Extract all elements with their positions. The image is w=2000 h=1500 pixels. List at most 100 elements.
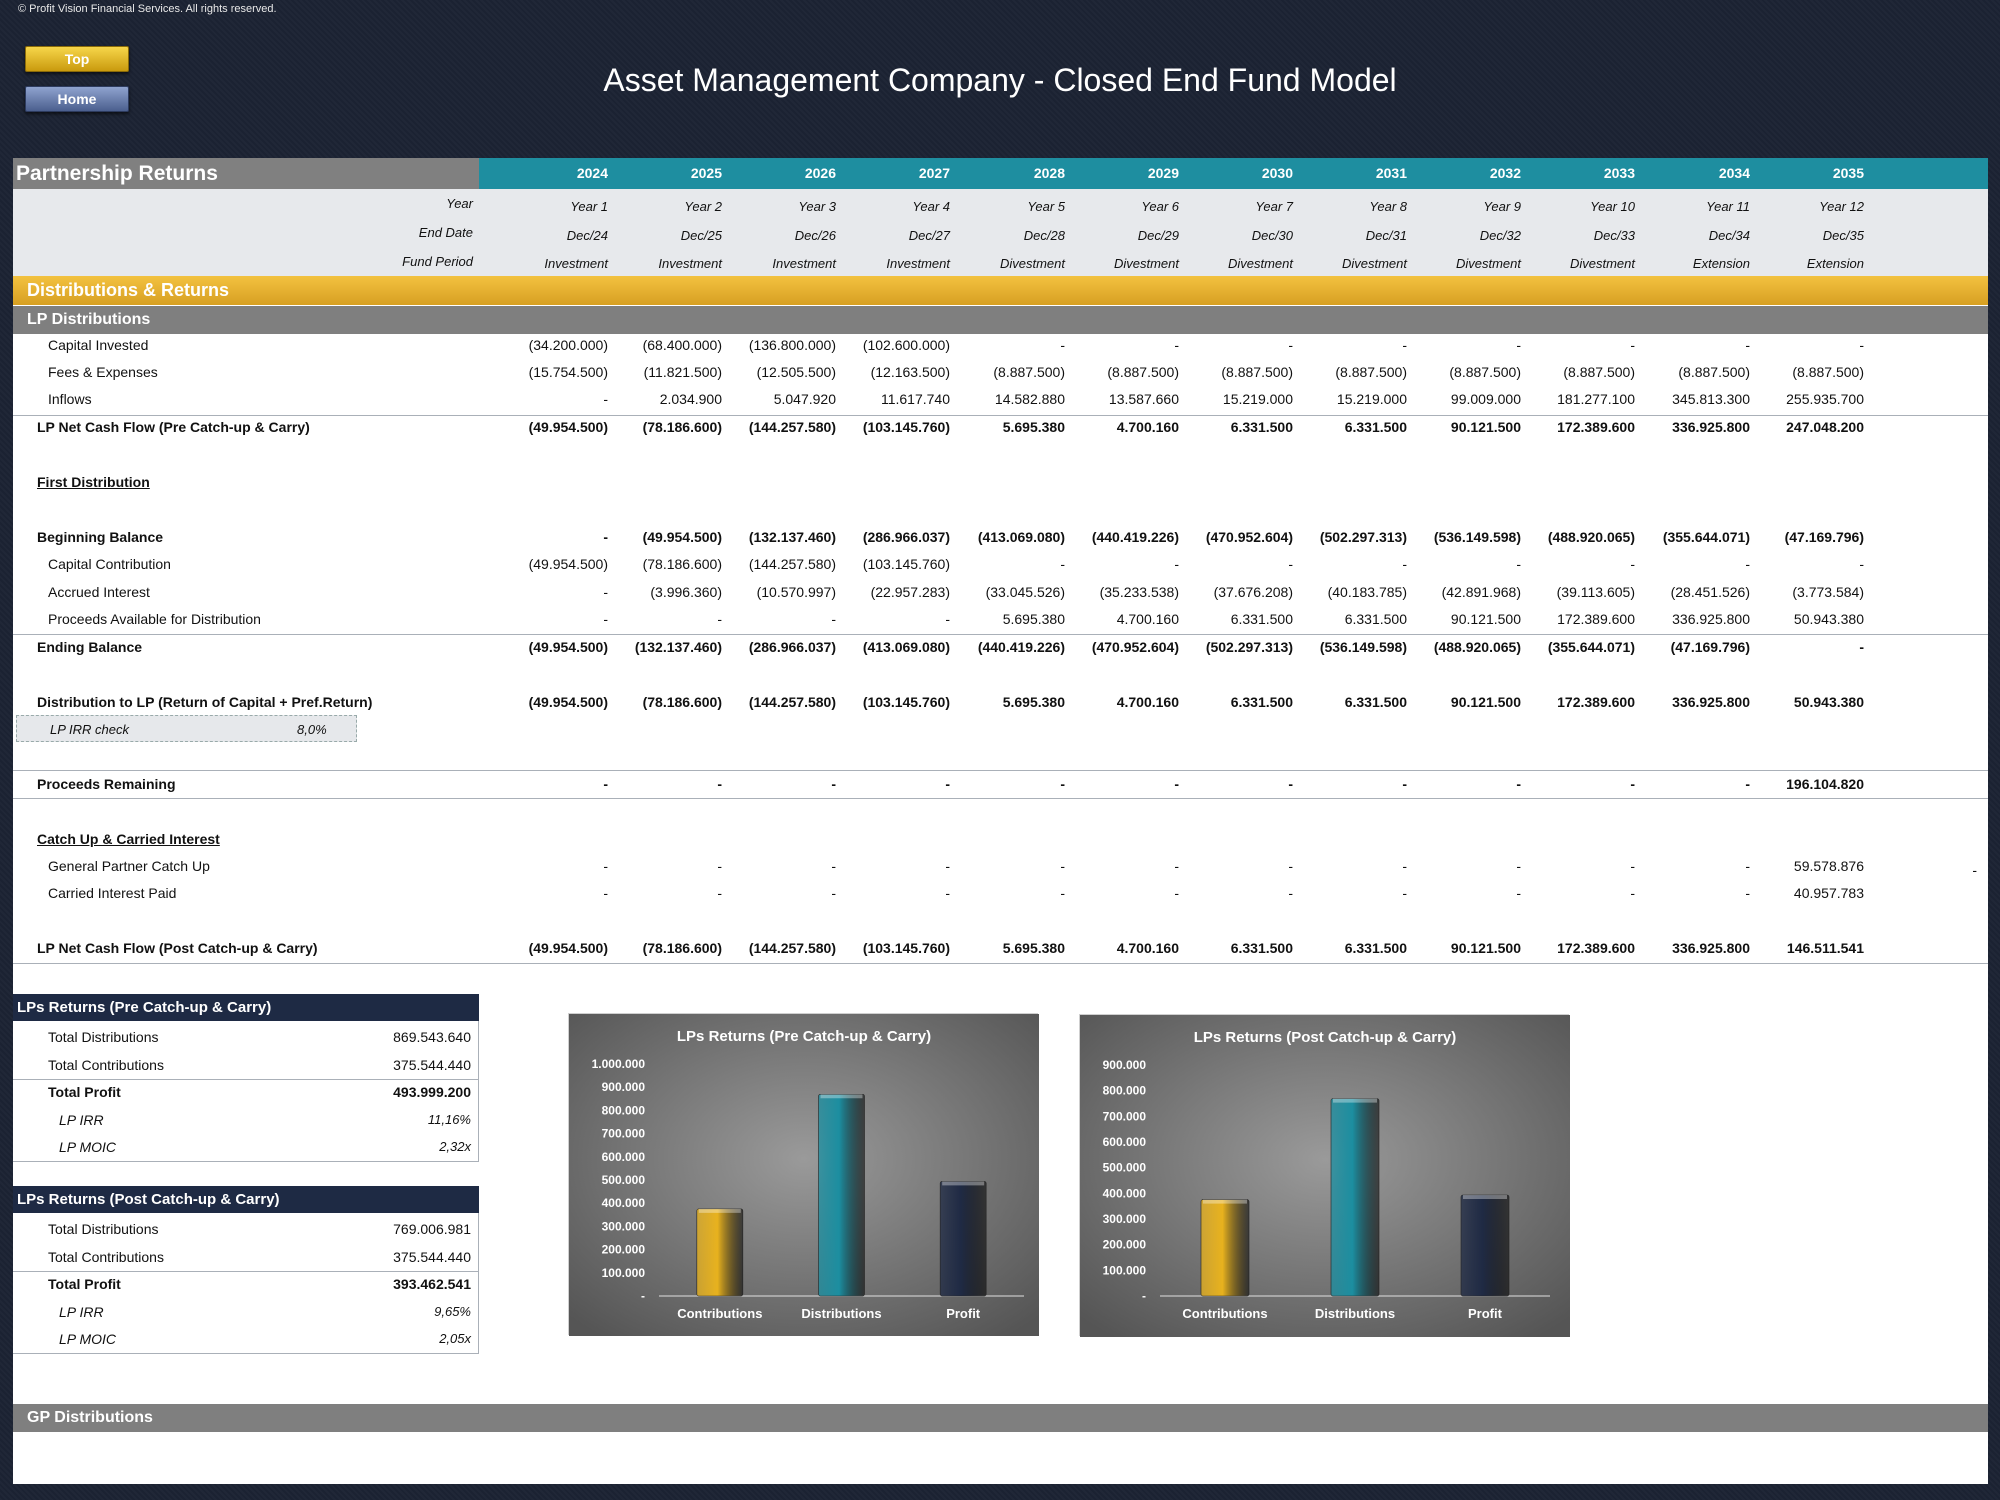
value-cell: 2.034.900: [659, 391, 722, 407]
value-cell: (470.952.604): [1091, 639, 1179, 655]
returns-value: 375.544.440: [393, 1248, 471, 1265]
fund-period-label: Fund Period: [402, 254, 473, 269]
year-number-cell: Year 9: [1483, 199, 1521, 214]
value-cell: (28.451.526): [1670, 584, 1750, 600]
fund-period-cell: Extension: [1806, 256, 1864, 271]
value-cell: -: [1060, 885, 1065, 901]
y-tick-label: 200.000: [602, 1243, 646, 1257]
value-cell: (144.257.580): [748, 556, 836, 572]
value-cell: (132.137.460): [634, 639, 722, 655]
year-number-cell: Year 1: [570, 199, 608, 214]
y-tick-label: -: [1142, 1289, 1146, 1303]
fund-period-cell: Investment: [544, 256, 608, 271]
row-label: Accrued Interest: [48, 584, 150, 600]
x-tick-label: Contributions: [677, 1306, 762, 1321]
value-cell: (103.145.760): [862, 419, 950, 435]
value-cell: -: [1630, 885, 1635, 901]
year-cell: 2029: [1147, 165, 1179, 181]
value-cell: (39.113.605): [1556, 584, 1635, 600]
row-label: Proceeds Remaining: [37, 776, 176, 792]
end-date-cell: Dec/26: [794, 228, 836, 243]
bar-highlight: [698, 1208, 741, 1213]
value-cell: -: [1745, 776, 1750, 792]
bar-highlight: [820, 1094, 863, 1099]
value-cell: (144.257.580): [748, 940, 836, 956]
y-tick-label: 300.000: [602, 1219, 646, 1233]
value-cell: (144.257.580): [748, 419, 836, 435]
value-cell: 6.331.500: [1344, 419, 1407, 435]
y-tick-label: 400.000: [1103, 1186, 1147, 1200]
lp-distributions-header: LP Distributions: [13, 306, 1988, 334]
value-cell: (40.183.785): [1327, 584, 1407, 600]
row-label: General Partner Catch Up: [48, 858, 210, 874]
year-number-cell: Year 7: [1255, 199, 1293, 214]
y-tick-label: 700.000: [602, 1127, 646, 1141]
end-date-cell: Dec/31: [1365, 228, 1407, 243]
year-cell: 2026: [804, 165, 836, 181]
y-tick-label: 900.000: [602, 1080, 646, 1094]
value-cell: 5.047.920: [773, 391, 836, 407]
value-cell: (49.954.500): [528, 694, 608, 710]
y-tick-label: 600.000: [1103, 1135, 1147, 1149]
value-cell: 14.582.880: [994, 391, 1065, 407]
value-cell: (8.887.500): [1221, 364, 1293, 380]
value-cell: 99.009.000: [1450, 391, 1521, 407]
bar-highlight: [1203, 1199, 1247, 1204]
y-tick-label: 800.000: [602, 1103, 646, 1117]
value-cell: (8.887.500): [1563, 364, 1635, 380]
returns-value: 493.999.200: [393, 1084, 471, 1100]
fund-period-cell: Divestment: [1455, 256, 1521, 271]
chart-svg: LPs Returns (Pre Catch-up & Carry) - 100.0…: [569, 1014, 1039, 1336]
y-tick-label: 600.000: [602, 1150, 646, 1164]
year-number-cell: Year 3: [798, 199, 836, 214]
value-cell: -: [831, 776, 836, 792]
end-date-cell: Dec/34: [1708, 228, 1750, 243]
value-cell: (488.920.065): [1433, 639, 1521, 655]
value-cell: 4.700.160: [1116, 419, 1179, 435]
value-cell: -: [945, 611, 950, 627]
y-tick-label: 300.000: [1103, 1212, 1147, 1226]
value-cell: (440.419.226): [1091, 529, 1179, 545]
returns-value: 869.543.640: [393, 1029, 471, 1045]
year-number-cell: Year 8: [1369, 199, 1407, 214]
y-tick-label: 900.000: [1103, 1058, 1147, 1072]
value-cell: 6.331.500: [1344, 694, 1407, 710]
value-cell: (35.233.538): [1099, 584, 1179, 600]
year-cell: 2025: [690, 165, 722, 181]
year-cell: 2031: [1375, 165, 1407, 181]
value-cell: (413.069.080): [977, 529, 1065, 545]
value-cell: -: [1516, 556, 1521, 572]
panel-divider: [13, 1079, 479, 1080]
value-cell: 50.943.380: [1793, 694, 1864, 710]
returns-label: Total Distributions: [48, 1029, 159, 1045]
home-button[interactable]: Home: [25, 86, 129, 112]
returns-value: 2,32x: [439, 1139, 471, 1154]
returns-label: LP IRR: [59, 1111, 104, 1128]
y-tick-label: 400.000: [602, 1196, 646, 1210]
value-cell: -: [1402, 885, 1407, 901]
end-date-cell: Dec/33: [1593, 228, 1635, 243]
value-cell: 15.219.000: [1336, 391, 1407, 407]
value-cell: (413.069.080): [862, 639, 950, 655]
returns-value: 2,05x: [439, 1331, 471, 1346]
year-number-cell: Year 4: [912, 199, 950, 214]
value-cell: -: [1859, 639, 1864, 655]
value-cell: 255.935.700: [1786, 391, 1864, 407]
value-cell: 172.389.600: [1557, 940, 1635, 956]
value-cell: (12.163.500): [870, 364, 950, 380]
end-date-cell: Dec/25: [680, 228, 722, 243]
value-cell: -: [1288, 556, 1293, 572]
row-label: Ending Balance: [37, 639, 143, 655]
value-cell: -: [945, 776, 950, 792]
value-cell: -: [1859, 556, 1864, 572]
value-cell: -: [1630, 556, 1635, 572]
returns-label: Total Distributions: [48, 1221, 159, 1237]
row-divider: [13, 963, 1988, 964]
returns-label: Total Contributions: [48, 1248, 164, 1265]
stray-dash: -: [1972, 862, 1977, 878]
fund-period-cell: Investment: [772, 256, 836, 271]
value-cell: (78.186.600): [642, 940, 722, 956]
value-cell: -: [1288, 858, 1293, 874]
top-button[interactable]: Top: [25, 46, 129, 72]
value-cell: (3.773.584): [1792, 584, 1864, 600]
